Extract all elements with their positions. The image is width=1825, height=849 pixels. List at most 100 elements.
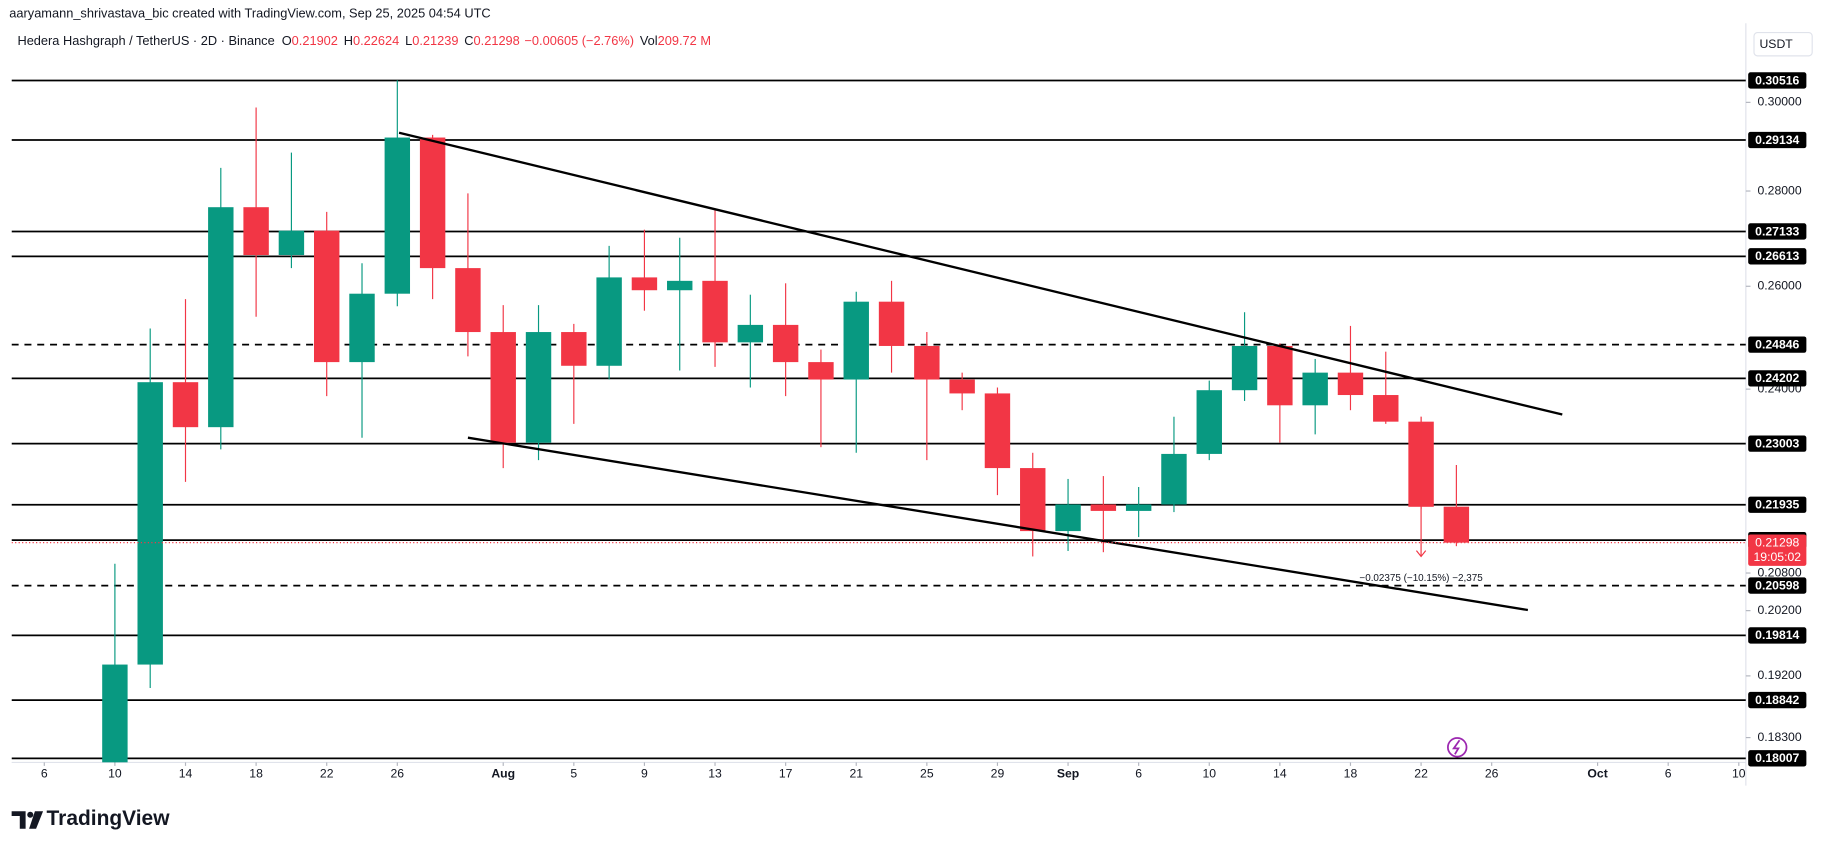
level-label-box xyxy=(1748,496,1807,513)
trend-line xyxy=(467,436,1529,612)
x-tick-label: 10 xyxy=(1202,766,1216,780)
level-label: 0.27133 xyxy=(1755,224,1799,238)
symbol-legend: Hedera Hashgraph / TetherUS · 2D · Binan… xyxy=(17,33,711,48)
candle-body xyxy=(1302,372,1328,406)
vol-key: Vol xyxy=(640,33,658,48)
level-label-box xyxy=(1748,72,1807,89)
change: −0.00605 (−2.76%) xyxy=(524,33,634,48)
level-label: 0.18842 xyxy=(1755,693,1799,707)
vol: 209.72 M xyxy=(658,33,711,48)
x-tick-label: 25 xyxy=(920,766,934,780)
x-tick-label: 29 xyxy=(991,766,1005,780)
ohlc-key: O xyxy=(282,33,292,48)
level-label: 0.29134 xyxy=(1755,133,1799,147)
ohlc-value: 0.21902 xyxy=(292,33,338,48)
level-label-box xyxy=(1748,691,1807,709)
level-label: 0.19814 xyxy=(1755,628,1799,642)
candle-body xyxy=(172,382,199,428)
x-tick-label: 26 xyxy=(391,766,405,780)
candle-body xyxy=(1443,506,1470,543)
logo: TradingView xyxy=(11,807,171,830)
candle-body xyxy=(137,382,163,665)
level-label-box xyxy=(1748,223,1807,240)
y-tick-label: 0.19200 xyxy=(1757,668,1801,682)
logo-mark xyxy=(11,811,26,829)
candle-body xyxy=(1090,504,1117,511)
currency: USDT xyxy=(1759,37,1793,51)
x-tick-label: 21 xyxy=(849,766,863,780)
candle-body xyxy=(102,664,128,763)
level-label: 0.21935 xyxy=(1755,498,1799,512)
y-tick-label: 0.20200 xyxy=(1757,603,1801,617)
event-icon-bolt xyxy=(1452,739,1461,755)
credit: aaryamann_shrivastava_bic created with T… xyxy=(9,5,490,20)
x-tick-label: 14 xyxy=(1273,766,1287,780)
y-tick-label: 0.26000 xyxy=(1757,279,1801,293)
x-tick-label: 22 xyxy=(320,766,334,780)
candle-body xyxy=(278,230,305,256)
x-tick-label: 5 xyxy=(570,766,577,780)
level-label-box xyxy=(1748,435,1807,452)
x-tick-label: 18 xyxy=(1344,766,1358,780)
level-label-box xyxy=(1748,370,1807,387)
candle-body xyxy=(314,230,340,363)
x-tick-label: 22 xyxy=(1414,766,1428,780)
candle-body xyxy=(631,277,658,291)
level-label-box xyxy=(1748,131,1807,149)
brand: TradingView xyxy=(47,807,171,830)
countdown: 19:05:02 xyxy=(1753,550,1801,564)
candle-body xyxy=(878,301,905,346)
x-tick-label: 6 xyxy=(1135,766,1142,780)
candle-body xyxy=(455,268,481,333)
current-price-label: 0.21298 xyxy=(1755,535,1799,549)
candle-body xyxy=(737,324,764,343)
y-tick-label: 0.28000 xyxy=(1757,183,1801,197)
candle-body xyxy=(772,324,799,363)
candle-body xyxy=(596,277,622,366)
currency-box[interactable] xyxy=(1753,32,1813,57)
y-tick-label: 0.30000 xyxy=(1757,95,1801,109)
x-tick-label: Aug xyxy=(491,766,515,780)
x-tick-label: 10 xyxy=(108,766,122,780)
y-tick-label: 0.20800 xyxy=(1757,565,1801,579)
candle-body xyxy=(419,137,446,269)
candle-body xyxy=(208,207,234,428)
logo-dot xyxy=(27,811,34,818)
level-label: 0.18007 xyxy=(1755,751,1799,765)
x-tick-label: 6 xyxy=(1665,766,1672,780)
level-label: 0.23003 xyxy=(1755,436,1799,450)
candle-body xyxy=(1231,345,1258,391)
candle-body xyxy=(914,345,940,380)
level-label-box xyxy=(1748,627,1807,644)
x-tick-label: 18 xyxy=(249,766,263,780)
x-tick-label: 26 xyxy=(1485,766,1499,780)
ohlc-value: 0.21298 xyxy=(474,33,520,48)
candle-body xyxy=(1373,395,1399,422)
symbol: Hedera Hashgraph / TetherUS · 2D · Binan… xyxy=(17,33,274,48)
candle-body xyxy=(808,362,834,380)
candle-body xyxy=(1161,453,1187,505)
level-label: 0.24846 xyxy=(1755,337,1799,351)
event-icon[interactable] xyxy=(1447,737,1468,758)
ohlc-value: 0.21239 xyxy=(412,33,458,48)
candle-body xyxy=(1020,468,1046,532)
level-label-box xyxy=(1748,577,1807,594)
x-tick-label: 14 xyxy=(179,766,193,780)
candle-body xyxy=(384,137,411,294)
level-label: 0.26613 xyxy=(1755,249,1799,263)
candle-body xyxy=(1196,390,1222,454)
candle-body xyxy=(490,332,516,443)
current-price-box xyxy=(1748,534,1807,566)
measure-label: −0.02375 (−10.15%) −2,375 xyxy=(1359,573,1483,584)
level-label: 0.30516 xyxy=(1755,73,1799,87)
plot-area xyxy=(11,79,1746,763)
ohlc-key: H xyxy=(344,33,353,48)
level-label: 0.24202 xyxy=(1755,371,1799,385)
candle-body xyxy=(1337,372,1364,396)
level-label-box xyxy=(1748,336,1807,353)
candle-body xyxy=(243,207,269,256)
candle-body xyxy=(1267,345,1293,406)
x-tick-label: Oct xyxy=(1587,766,1607,780)
candle-body xyxy=(561,332,587,366)
